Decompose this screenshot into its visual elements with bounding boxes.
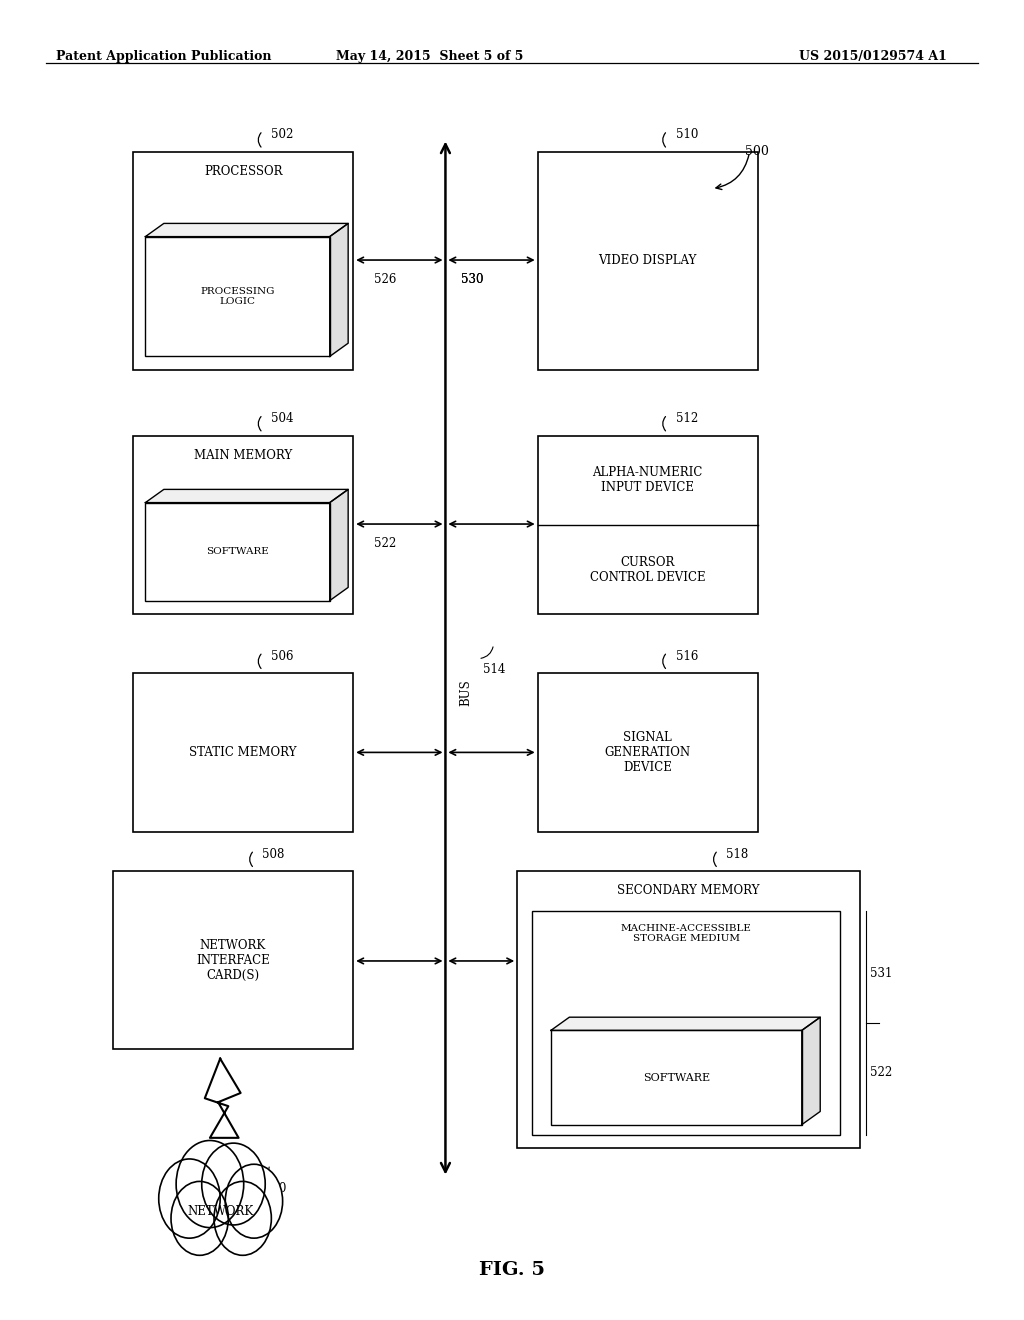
Text: 530: 530 <box>461 273 483 286</box>
Text: 506: 506 <box>271 649 294 663</box>
Text: 500: 500 <box>745 145 769 158</box>
Text: 522: 522 <box>374 537 396 550</box>
Bar <box>538 673 758 832</box>
Text: US 2015/0129574 A1: US 2015/0129574 A1 <box>799 50 946 63</box>
Text: PROCESSING
LOGIC: PROCESSING LOGIC <box>201 286 274 306</box>
Text: May 14, 2015  Sheet 5 of 5: May 14, 2015 Sheet 5 of 5 <box>337 50 523 63</box>
Polygon shape <box>802 1018 820 1125</box>
Polygon shape <box>145 223 348 236</box>
Text: 530: 530 <box>461 273 483 286</box>
Bar <box>113 871 353 1049</box>
Text: CURSOR
CONTROL DEVICE: CURSOR CONTROL DEVICE <box>590 556 706 583</box>
Text: NETWORK
INTERFACE
CARD(S): NETWORK INTERFACE CARD(S) <box>196 939 270 982</box>
Bar <box>133 673 353 832</box>
Text: 514: 514 <box>483 663 506 676</box>
Circle shape <box>171 1181 228 1255</box>
Bar <box>133 152 353 370</box>
Text: 512: 512 <box>676 412 697 425</box>
Bar <box>517 871 860 1148</box>
Text: STATIC MEMORY: STATIC MEMORY <box>189 746 297 759</box>
Text: ALPHA-NUMERIC
INPUT DEVICE: ALPHA-NUMERIC INPUT DEVICE <box>593 466 702 495</box>
Circle shape <box>225 1164 283 1238</box>
Circle shape <box>202 1143 265 1225</box>
Text: 502: 502 <box>271 128 294 141</box>
Bar <box>538 152 758 370</box>
Text: VIDEO DISPLAY: VIDEO DISPLAY <box>598 255 697 267</box>
Text: 510: 510 <box>676 128 698 141</box>
Text: 522: 522 <box>870 1065 893 1078</box>
Polygon shape <box>551 1018 820 1031</box>
Polygon shape <box>330 223 348 356</box>
Text: SOFTWARE: SOFTWARE <box>206 546 269 556</box>
Bar <box>532 911 840 1135</box>
Bar <box>133 436 353 614</box>
Text: 504: 504 <box>271 412 294 425</box>
Bar <box>145 236 330 356</box>
Text: 516: 516 <box>676 649 698 663</box>
Bar <box>538 436 758 614</box>
Polygon shape <box>205 1059 241 1138</box>
Circle shape <box>214 1181 271 1255</box>
Text: SIGNAL
GENERATION
DEVICE: SIGNAL GENERATION DEVICE <box>604 731 691 774</box>
Text: MACHINE-ACCESSIBLE
STORAGE MEDIUM: MACHINE-ACCESSIBLE STORAGE MEDIUM <box>621 924 752 944</box>
Polygon shape <box>145 490 348 503</box>
Polygon shape <box>330 490 348 601</box>
Text: 526: 526 <box>374 273 396 286</box>
Text: SOFTWARE: SOFTWARE <box>643 1073 710 1082</box>
Text: 518: 518 <box>726 847 749 861</box>
Text: 531: 531 <box>870 968 893 981</box>
Text: SECONDARY MEMORY: SECONDARY MEMORY <box>617 884 760 898</box>
Text: BUS: BUS <box>460 680 473 706</box>
Text: 508: 508 <box>262 847 285 861</box>
Text: NETWORK: NETWORK <box>187 1205 253 1218</box>
Text: Patent Application Publication: Patent Application Publication <box>56 50 271 63</box>
Bar <box>145 503 330 601</box>
Text: FIG. 5: FIG. 5 <box>479 1261 545 1279</box>
Text: 520: 520 <box>264 1181 287 1195</box>
Text: PROCESSOR: PROCESSOR <box>204 165 283 178</box>
Circle shape <box>159 1159 220 1238</box>
Circle shape <box>176 1140 244 1228</box>
Text: MAIN MEMORY: MAIN MEMORY <box>195 449 292 462</box>
Bar <box>551 1031 802 1125</box>
